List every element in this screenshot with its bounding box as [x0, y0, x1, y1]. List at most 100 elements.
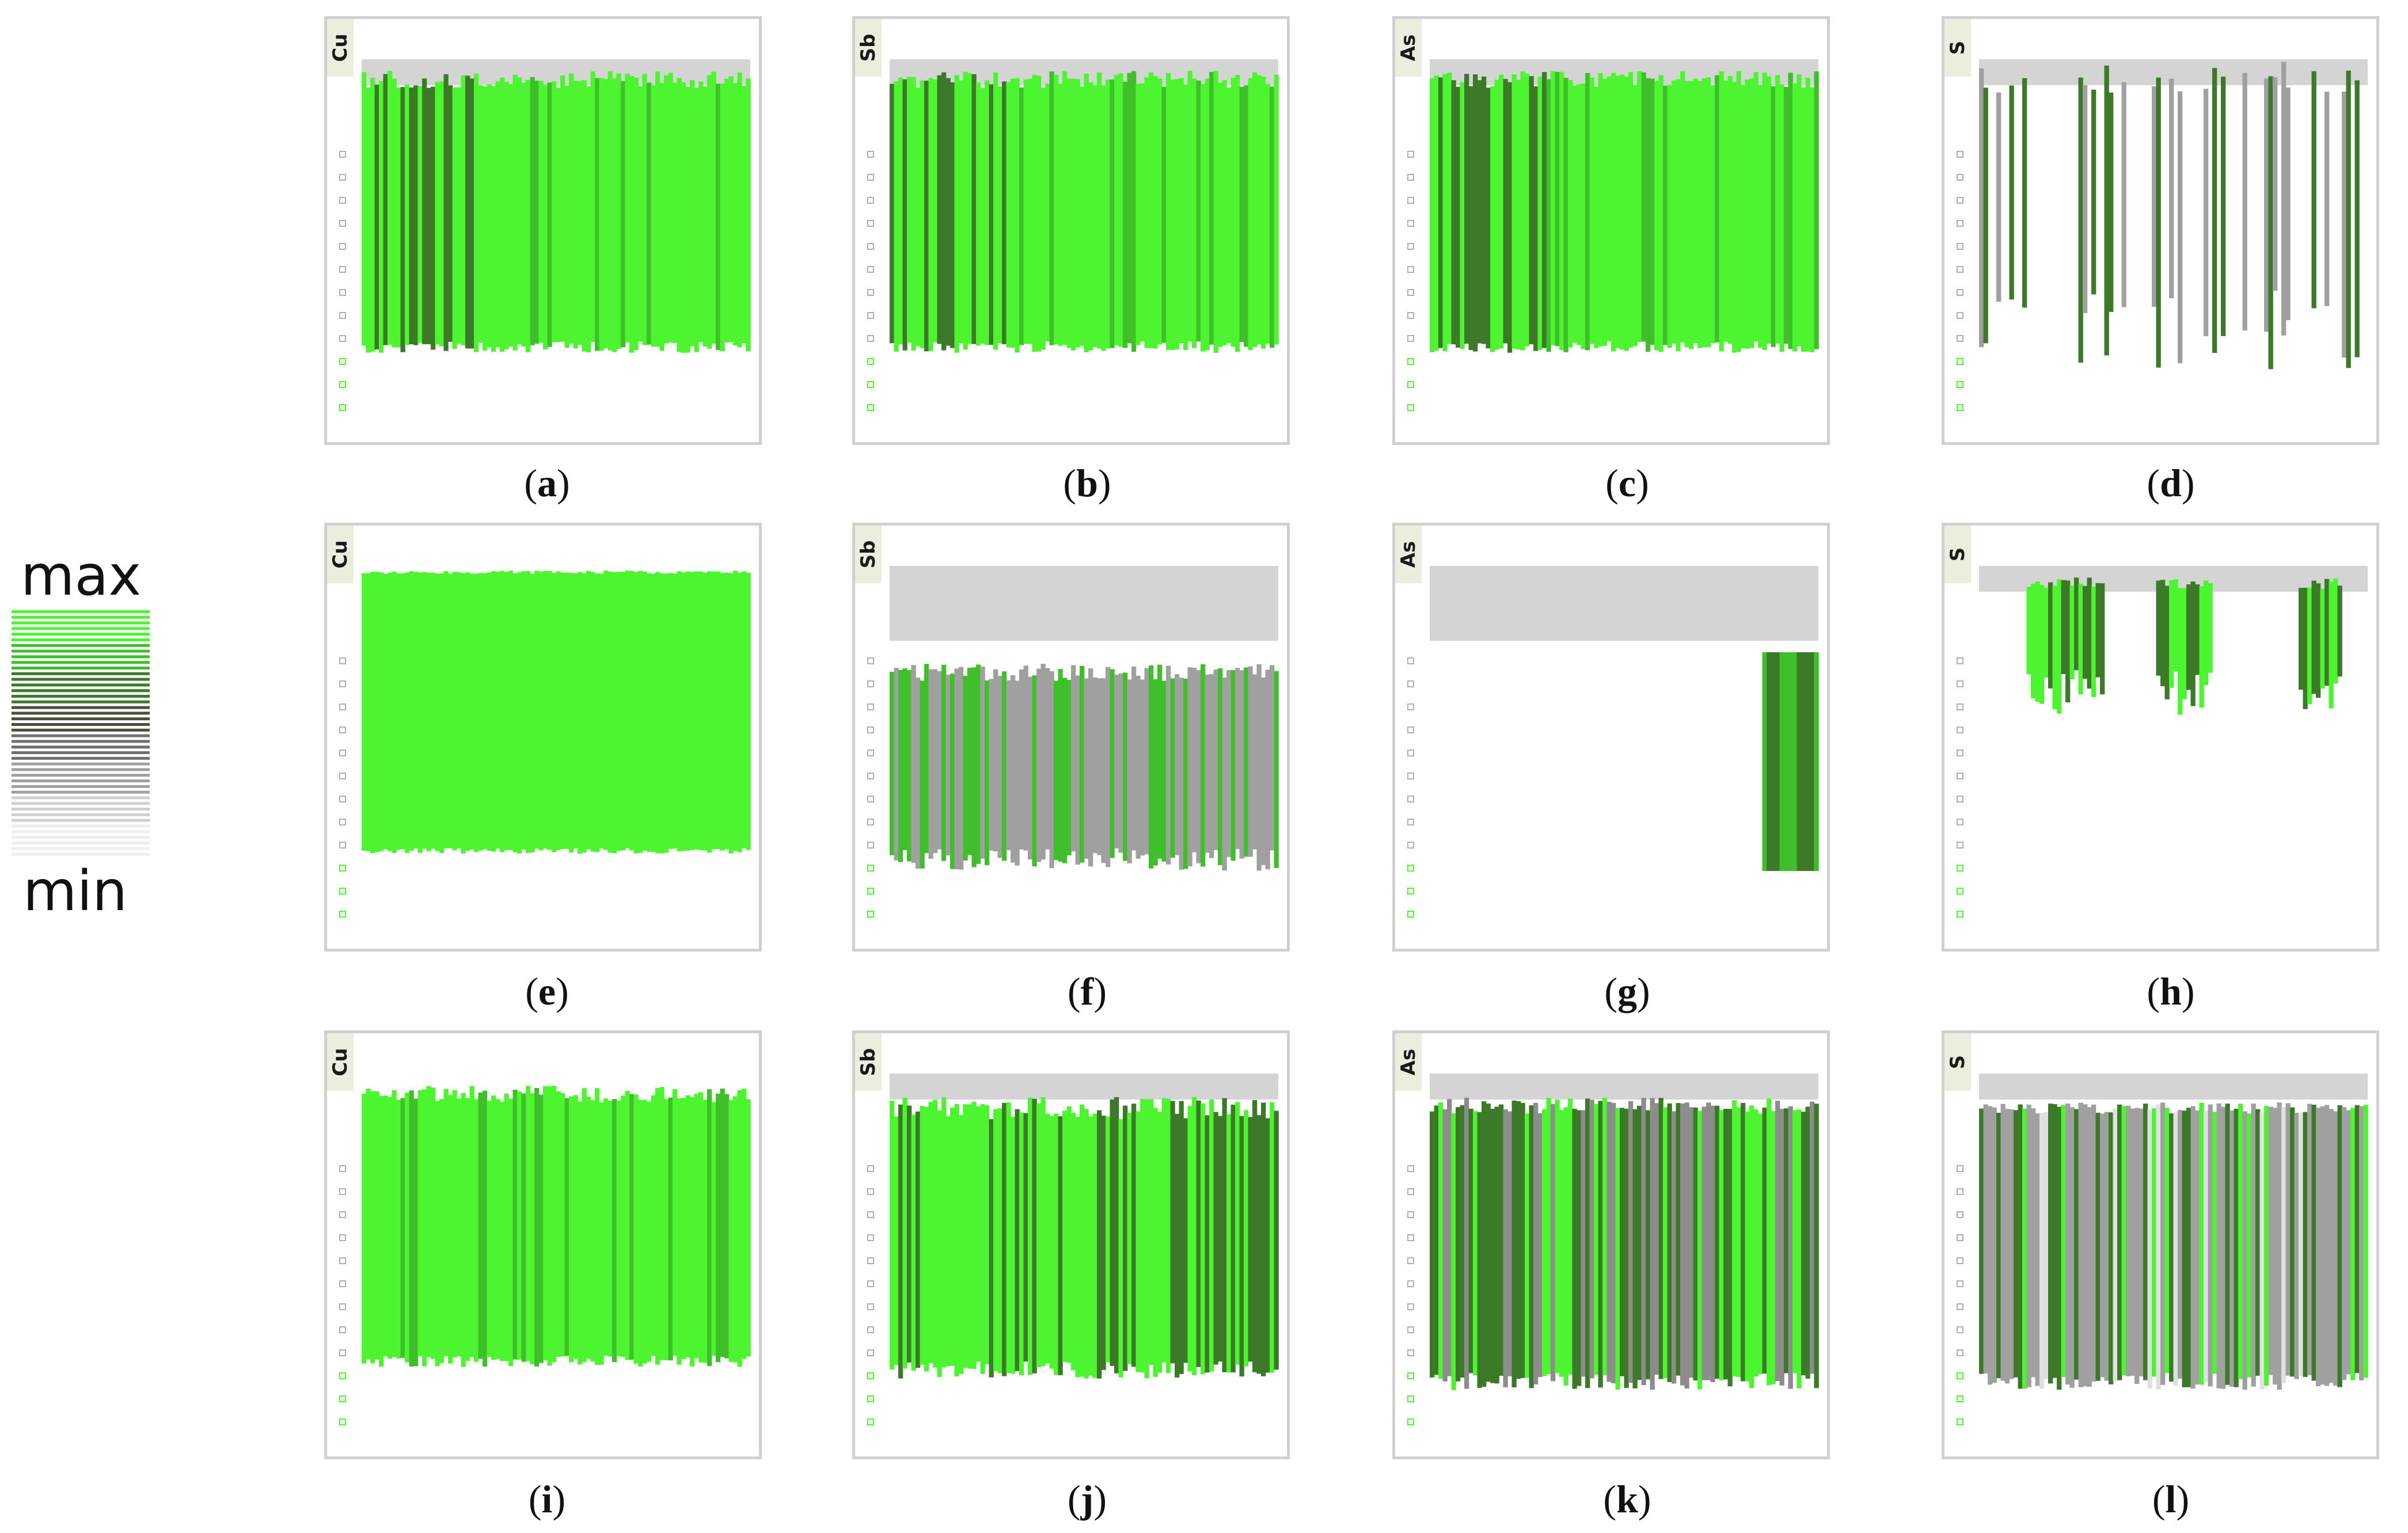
heatmap-column — [431, 86, 436, 350]
legend-ramp-stripe — [12, 768, 150, 771]
element-label: Sb — [857, 540, 880, 569]
heatmap-column — [971, 667, 977, 868]
heatmap-column — [902, 1097, 907, 1369]
heatmap-column — [673, 573, 678, 849]
heatmap-column — [2087, 1107, 2092, 1387]
heatmap-column — [2337, 1105, 2342, 1387]
heatmap-column — [457, 1098, 462, 1357]
heatmap-column — [907, 670, 912, 862]
heatmap-column — [1771, 86, 1776, 347]
heatmap-column — [2156, 77, 2161, 368]
heatmap-column — [1689, 1107, 1694, 1378]
heatmap-column — [2095, 1113, 2101, 1381]
row-marker — [867, 865, 874, 872]
heatmap-column — [1551, 71, 1556, 345]
heatmap-column — [629, 1094, 635, 1360]
heatmap-column — [1019, 1112, 1024, 1375]
heatmap-column — [941, 664, 947, 861]
heatmap-column — [2294, 1113, 2299, 1379]
heatmap-column — [413, 85, 419, 345]
legend-ramp-stripe — [12, 633, 150, 636]
row-marker — [339, 888, 346, 895]
heatmap-column — [607, 1101, 613, 1357]
heatmap-g — [1430, 566, 1819, 871]
heatmap-column — [1585, 73, 1590, 351]
heatmap-column — [894, 668, 899, 861]
row-marker — [867, 1211, 874, 1218]
heatmap-column — [902, 79, 907, 351]
heatmap-column — [504, 82, 509, 349]
heatmap-column — [478, 1092, 483, 1359]
heatmap-column — [980, 88, 985, 344]
panel-caption: (g) — [1604, 969, 1650, 1013]
heatmap-column — [569, 573, 574, 853]
heatmap-b — [890, 59, 1279, 353]
heatmap-column — [733, 1096, 738, 1363]
heatmap-column — [465, 572, 470, 851]
heatmap-column — [1248, 78, 1253, 351]
heatmap-column — [435, 573, 440, 851]
heatmap-column — [1641, 1098, 1646, 1386]
heatmap-column — [711, 571, 716, 849]
heatmap-column — [1779, 84, 1784, 352]
row-marker — [1407, 289, 1414, 296]
heatmap-column — [633, 572, 639, 854]
heatmap-column — [1477, 80, 1482, 344]
heatmap-column — [1261, 678, 1266, 865]
heatmap-column — [2095, 583, 2101, 678]
heatmap-column — [985, 1105, 990, 1365]
heatmap-column — [1753, 72, 1758, 342]
heatmap-column — [1196, 670, 1201, 863]
heatmap-column — [1602, 79, 1608, 346]
element-tag: S — [1944, 19, 1971, 77]
heatmap-column — [543, 570, 548, 849]
heatmap-column — [989, 679, 994, 851]
row-marker — [1957, 657, 1963, 664]
heatmap-column — [2195, 1110, 2200, 1384]
heatmap-column — [478, 573, 483, 851]
row-marker — [1407, 1234, 1414, 1241]
heatmap-panel-c: As — [1392, 16, 1830, 445]
heatmap-column — [2031, 1108, 2036, 1378]
heatmap-column — [1088, 82, 1093, 351]
heatmap-column — [1222, 678, 1227, 871]
heatmap-column — [1486, 1104, 1491, 1382]
heatmap-column — [1244, 1110, 1249, 1367]
heatmap-column — [1533, 86, 1539, 351]
heatmap-column — [582, 80, 587, 352]
heatmap-column — [1796, 1109, 1802, 1389]
panel-caption: (l) — [2152, 1477, 2190, 1521]
row-marker — [1407, 773, 1414, 779]
heatmap-column — [941, 72, 947, 351]
row-marker — [867, 1326, 874, 1333]
heatmap-column — [1248, 666, 1253, 857]
row-marker — [1407, 1211, 1414, 1218]
heatmap-column — [1075, 79, 1080, 348]
heatmap-column — [461, 75, 466, 346]
heatmap-column — [370, 77, 375, 352]
heatmap-column — [2104, 1112, 2109, 1381]
heatmap-column — [967, 73, 973, 344]
heatmap-column — [2022, 78, 2027, 308]
heatmap-column — [396, 87, 401, 348]
heatmap-column — [1248, 1117, 1253, 1362]
row-marker — [339, 796, 346, 802]
heatmap-column — [1256, 664, 1262, 871]
heatmap-column — [1045, 1113, 1050, 1364]
heatmap-column — [616, 1101, 621, 1356]
heatmap-column — [2333, 578, 2338, 684]
element-tag: As — [1395, 19, 1422, 77]
heatmap-column — [1632, 85, 1638, 347]
heatmap-column — [1015, 680, 1020, 866]
heatmap-column — [1062, 71, 1068, 345]
heatmap-column — [2164, 1108, 2170, 1374]
heatmap-column — [417, 572, 423, 853]
heatmap-column — [1758, 85, 1763, 348]
row-marker — [867, 197, 874, 204]
heatmap-column — [2225, 1104, 2230, 1385]
heatmap-column — [590, 71, 595, 343]
heatmap-column — [1088, 668, 1093, 867]
heatmap-plot — [339, 1086, 751, 1425]
heatmap-column — [1023, 79, 1028, 344]
heatmap-column — [1110, 79, 1115, 348]
